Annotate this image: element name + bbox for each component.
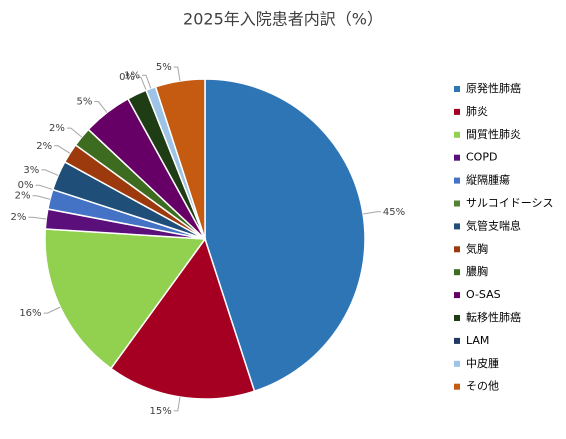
legend-swatch [454,246,460,253]
legend-label: 間質性肺炎 [466,127,521,141]
data-label: 15% [150,406,172,417]
pie-slice [204,78,366,393]
leader-line [32,195,51,200]
data-label: 5% [156,62,172,73]
legend-swatch [454,131,460,138]
leader-line [66,127,83,138]
legend-label: サルコイドーシス [466,197,554,210]
legend-swatch [454,315,460,321]
legend-label: 気胸 [466,241,488,255]
legend-label: その他 [466,380,499,393]
legend-label: 縦隔腫瘍 [466,173,510,187]
legend-label: 中皮腫 [466,356,499,370]
legend-label: COPD [466,151,497,164]
leader-line [54,145,71,154]
legend-swatch [454,360,460,367]
leader-line [41,169,59,176]
legend-label: 膿胸 [466,264,488,278]
data-label: 2% [36,141,52,152]
data-label: 5% [76,97,92,108]
leader-line [173,396,181,412]
legend-swatch [454,269,460,276]
leader-line [142,74,152,89]
data-label: 1% [124,70,140,81]
data-label: 0% [119,72,135,83]
leader-line [136,76,147,91]
legend-swatch [454,292,460,299]
leader-line [28,216,47,220]
chart-title: 2025年入院患者内訳（%） [183,10,383,29]
legend-label: O-SAS [466,288,501,301]
leader-line [43,306,61,314]
legend-swatch [454,154,460,161]
data-label: 45% [383,207,405,218]
data-label: 16% [19,308,41,319]
legend-label: LAM [466,334,489,347]
leader-line [362,211,381,215]
legend-swatch [454,177,460,184]
data-label: 2% [49,123,65,134]
legend-swatch [454,337,460,344]
legend-swatch [454,86,460,92]
leader-line [94,101,108,113]
legend-swatch [454,108,460,115]
legend-swatch [454,200,460,207]
legend-label: 原発性肺癌 [466,81,521,95]
pie-slice [154,78,206,240]
legend-swatch [454,383,460,390]
leader-line [35,184,53,191]
pie-slice [109,237,256,400]
data-label: 2% [10,212,26,223]
data-label: 3% [23,165,39,176]
data-label: 0% [18,180,34,191]
legend-label: 気管支喘息 [466,218,521,232]
legend-swatch [454,223,460,230]
legend-label: 肺炎 [466,105,488,118]
legend-label: 転移性肺癌 [466,310,521,324]
data-label: 2% [15,191,31,202]
leader-line [173,66,181,82]
